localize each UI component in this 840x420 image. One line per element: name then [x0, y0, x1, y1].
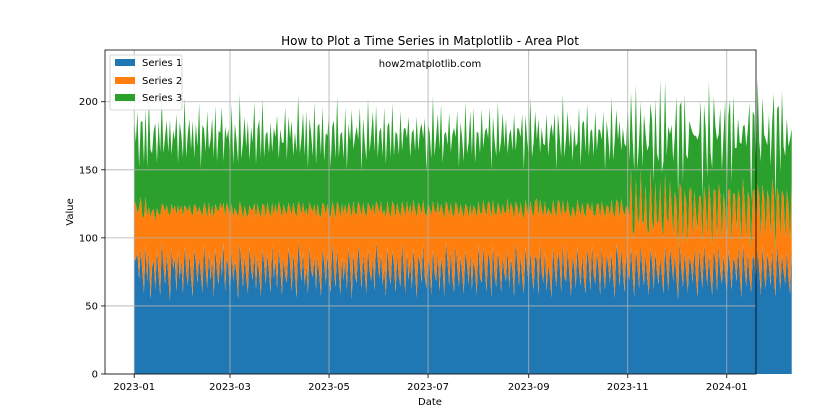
area-series-3 — [134, 78, 792, 252]
area-series-2 — [134, 168, 792, 301]
x-axis-label: Date — [418, 397, 442, 408]
y-axis: 0 50 100 150 200 — [79, 97, 105, 381]
y-tick-label: 200 — [79, 97, 98, 108]
plot-frame — [104, 49, 757, 375]
area-layers — [134, 78, 792, 374]
chart-title: How to Plot a Time Series in Matplotlib … — [281, 34, 579, 48]
legend: Series 1 Series 2 Series 3 — [109, 54, 183, 111]
watermark-annotation: how2matplotlib.com — [379, 59, 481, 70]
y-tick-label: 50 — [85, 301, 98, 312]
legend-swatch-series-3 — [115, 94, 135, 101]
x-tick-label: 2023-05 — [308, 382, 350, 393]
legend-label-series-1: Series 1 — [142, 58, 182, 69]
y-axis-label: Value — [65, 198, 76, 225]
legend-label-series-2: Series 2 — [142, 76, 182, 87]
y-tick-label: 0 — [92, 370, 98, 381]
legend-swatch-series-2 — [115, 77, 135, 84]
y-tick-label: 100 — [79, 233, 98, 244]
y-tick-label: 150 — [79, 165, 98, 176]
x-tick-label: 2023-01 — [113, 382, 155, 393]
x-tick-label: 2023-07 — [407, 382, 449, 393]
legend-label-series-3: Series 3 — [142, 93, 182, 104]
x-tick-label: 2024-01 — [706, 382, 748, 393]
area-series-1 — [134, 241, 792, 374]
legend-swatch-series-1 — [115, 59, 135, 66]
x-axis: 2023-01 2023-03 2023-05 2023-07 2023-09 2023-… — [113, 374, 748, 393]
x-tick-label: 2023-03 — [209, 382, 251, 393]
x-tick-label: 2023-09 — [508, 382, 550, 393]
x-tick-label: 2023-11 — [607, 382, 649, 393]
